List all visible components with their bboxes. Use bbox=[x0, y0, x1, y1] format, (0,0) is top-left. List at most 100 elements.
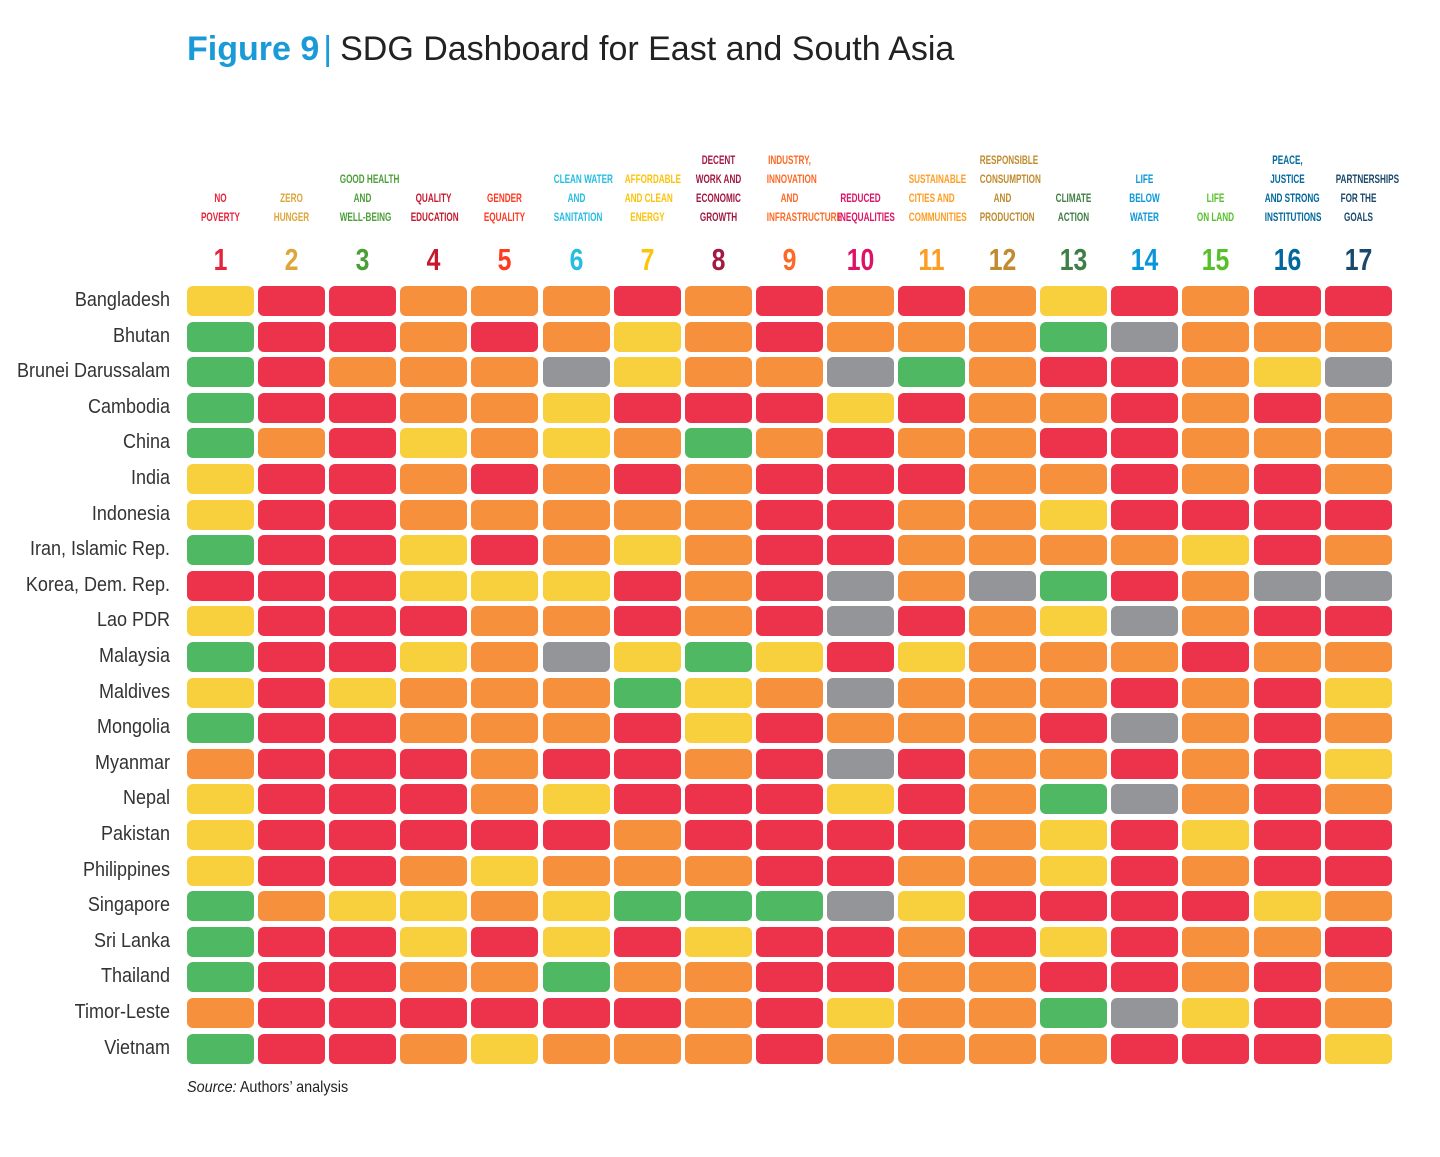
heatmap-cell bbox=[1040, 570, 1108, 601]
heatmap-cell bbox=[329, 357, 397, 388]
goal-number: 8 bbox=[711, 242, 726, 277]
heatmap-cell bbox=[826, 784, 894, 815]
goal-number: 5 bbox=[497, 242, 512, 277]
heatmap-cell bbox=[471, 570, 539, 601]
heatmap-cell bbox=[400, 1033, 468, 1064]
heatmap-cell bbox=[258, 606, 326, 637]
heatmap-cell bbox=[755, 926, 823, 957]
heatmap-cell bbox=[755, 748, 823, 779]
goal-number: 14 bbox=[1130, 242, 1159, 277]
goal-number: 12 bbox=[988, 242, 1017, 277]
heatmap-cell bbox=[898, 570, 965, 601]
heatmap-cell bbox=[1324, 321, 1392, 352]
heatmap-cell bbox=[1253, 926, 1321, 957]
heatmap-cell bbox=[1111, 713, 1179, 744]
heatmap-cell bbox=[969, 820, 1037, 850]
heatmap-cell bbox=[969, 748, 1037, 779]
heatmap-cell bbox=[1111, 962, 1179, 993]
heatmap-cell bbox=[542, 499, 610, 530]
heatmap-cell bbox=[187, 499, 254, 530]
heatmap-cell bbox=[542, 357, 610, 388]
heatmap-cell bbox=[471, 535, 539, 566]
heatmap-cell bbox=[826, 535, 894, 566]
heatmap-cell bbox=[187, 570, 254, 601]
heatmap-cell bbox=[1111, 570, 1179, 601]
heatmap-cell bbox=[826, 357, 894, 388]
heatmap-cell bbox=[400, 428, 468, 459]
heatmap-cell bbox=[329, 286, 397, 316]
heatmap-cell bbox=[684, 998, 752, 1028]
heatmap-cell bbox=[258, 962, 326, 993]
heatmap-cell bbox=[471, 748, 539, 779]
heatmap-cell bbox=[684, 642, 752, 672]
heatmap-cell bbox=[684, 855, 752, 886]
heatmap-cell bbox=[1253, 713, 1321, 744]
heatmap-cell bbox=[471, 1033, 539, 1064]
heatmap-cell bbox=[826, 1033, 894, 1064]
heatmap-cell bbox=[755, 286, 823, 316]
heatmap-cell bbox=[684, 926, 752, 957]
chart-title: Figure 9 | SDG Dashboard for East and Sout… bbox=[187, 30, 954, 69]
goal-header-label: GOOD HEALTH AND WELL-BEING bbox=[339, 172, 400, 224]
heatmap-cell bbox=[969, 713, 1037, 744]
country-label: Thailand bbox=[100, 965, 170, 988]
heatmap-cell bbox=[329, 748, 397, 779]
heatmap-cell bbox=[1111, 677, 1179, 708]
heatmap-cell bbox=[471, 713, 539, 744]
heatmap-cell bbox=[187, 606, 254, 637]
heatmap-cell bbox=[898, 428, 965, 459]
heatmap-cell bbox=[969, 642, 1037, 672]
heatmap-cell bbox=[969, 1033, 1037, 1064]
heatmap-cell bbox=[1253, 677, 1321, 708]
heatmap-cell bbox=[400, 926, 468, 957]
heatmap-cell bbox=[187, 926, 254, 957]
heatmap-cell bbox=[1182, 535, 1250, 566]
heatmap-cell bbox=[329, 321, 397, 352]
heatmap-cell bbox=[542, 998, 610, 1028]
country-label: Bhutan bbox=[112, 324, 170, 347]
goal-header-label: CLEAN WATER AND SANITATION bbox=[553, 172, 613, 224]
heatmap-cell bbox=[1111, 535, 1179, 566]
heatmap-cell bbox=[684, 962, 752, 993]
goal-number: 1 bbox=[213, 242, 228, 277]
heatmap-cell bbox=[1253, 820, 1321, 850]
heatmap-cell bbox=[684, 606, 752, 637]
heatmap-cell bbox=[1324, 962, 1392, 993]
country-label: Bangladesh bbox=[74, 289, 170, 311]
heatmap-cell bbox=[1182, 855, 1250, 886]
goal-number: 9 bbox=[782, 242, 797, 277]
heatmap-cell bbox=[471, 784, 539, 815]
heatmap-cell bbox=[1111, 321, 1179, 352]
heatmap-cell bbox=[187, 428, 254, 459]
heatmap-cell bbox=[1111, 855, 1179, 886]
heatmap-cell bbox=[1324, 499, 1392, 530]
heatmap-cell bbox=[1040, 820, 1108, 850]
heatmap-cell bbox=[969, 392, 1037, 423]
country-label: Sri Lanka bbox=[93, 929, 170, 952]
heatmap-cell bbox=[1182, 748, 1250, 779]
heatmap-cell bbox=[329, 428, 397, 459]
country-label: China bbox=[122, 431, 170, 454]
title-separator: | bbox=[323, 30, 333, 68]
goal-number: 11 bbox=[918, 242, 945, 277]
heatmap-cell bbox=[826, 998, 894, 1028]
goal-number: 10 bbox=[846, 242, 875, 277]
heatmap-cell bbox=[1253, 321, 1321, 352]
heatmap-cell bbox=[329, 891, 397, 922]
heatmap-cell bbox=[969, 428, 1037, 459]
heatmap-cell bbox=[755, 998, 823, 1028]
heatmap-cell bbox=[542, 855, 610, 886]
heatmap-cell bbox=[187, 748, 254, 779]
country-label: Brunei Darussalam bbox=[17, 360, 171, 383]
heatmap-cell bbox=[187, 357, 254, 388]
heatmap-cell bbox=[826, 855, 894, 886]
country-label: Maldives bbox=[98, 680, 170, 703]
goal-number: 2 bbox=[284, 242, 299, 277]
heatmap-cell bbox=[542, 642, 610, 672]
heatmap-cell bbox=[755, 855, 823, 886]
heatmap-cell bbox=[755, 570, 823, 601]
heatmap-cell bbox=[755, 677, 823, 708]
heatmap-cell bbox=[400, 642, 468, 672]
heatmap-cell bbox=[613, 286, 681, 316]
heatmap-cell bbox=[613, 428, 681, 459]
